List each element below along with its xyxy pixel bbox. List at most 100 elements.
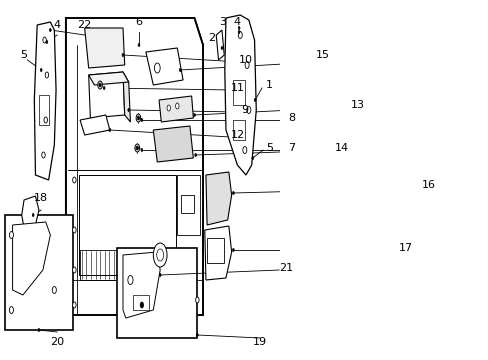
Circle shape bbox=[246, 107, 250, 113]
Polygon shape bbox=[123, 252, 160, 318]
Bar bbox=[79, 175, 176, 275]
Polygon shape bbox=[224, 15, 256, 175]
Circle shape bbox=[232, 192, 234, 194]
Circle shape bbox=[127, 275, 133, 284]
Circle shape bbox=[195, 297, 199, 303]
Circle shape bbox=[73, 267, 76, 273]
Circle shape bbox=[238, 27, 240, 30]
Polygon shape bbox=[88, 72, 128, 85]
Circle shape bbox=[141, 149, 142, 152]
Circle shape bbox=[38, 328, 40, 332]
Polygon shape bbox=[159, 96, 193, 122]
Bar bbox=[233, 120, 244, 140]
Circle shape bbox=[41, 152, 45, 158]
Text: 8: 8 bbox=[287, 113, 295, 123]
Circle shape bbox=[49, 28, 51, 32]
Text: 15: 15 bbox=[316, 50, 329, 60]
Circle shape bbox=[141, 118, 142, 122]
Bar bbox=[181, 195, 194, 213]
Polygon shape bbox=[88, 72, 124, 118]
Text: 5: 5 bbox=[20, 50, 27, 60]
Text: 4: 4 bbox=[54, 20, 61, 30]
Circle shape bbox=[46, 41, 48, 44]
Bar bbox=[206, 238, 224, 263]
Circle shape bbox=[251, 157, 253, 159]
Circle shape bbox=[52, 287, 56, 293]
Text: 13: 13 bbox=[350, 100, 364, 110]
Text: 21: 21 bbox=[278, 263, 292, 273]
Circle shape bbox=[45, 72, 48, 78]
Text: 10: 10 bbox=[239, 55, 252, 65]
Circle shape bbox=[32, 213, 34, 216]
Bar bbox=[132, 295, 148, 310]
Polygon shape bbox=[84, 28, 124, 68]
Text: 6: 6 bbox=[135, 17, 142, 27]
Text: 16: 16 bbox=[421, 180, 435, 190]
Circle shape bbox=[221, 46, 223, 50]
Circle shape bbox=[73, 302, 76, 308]
Circle shape bbox=[43, 37, 46, 43]
Bar bbox=[117, 248, 197, 338]
Text: 3: 3 bbox=[219, 17, 226, 27]
Circle shape bbox=[254, 99, 255, 102]
Polygon shape bbox=[80, 115, 110, 135]
Polygon shape bbox=[34, 22, 56, 180]
Circle shape bbox=[193, 113, 195, 117]
Circle shape bbox=[9, 231, 13, 239]
Text: 5: 5 bbox=[266, 143, 273, 153]
Circle shape bbox=[9, 306, 13, 314]
Circle shape bbox=[175, 103, 179, 109]
Text: 9: 9 bbox=[241, 105, 248, 115]
Circle shape bbox=[73, 227, 76, 233]
Polygon shape bbox=[66, 18, 203, 315]
Circle shape bbox=[109, 129, 110, 131]
Text: 20: 20 bbox=[50, 337, 64, 347]
Circle shape bbox=[140, 302, 143, 308]
Circle shape bbox=[40, 68, 42, 72]
Text: 18: 18 bbox=[34, 193, 48, 203]
Circle shape bbox=[135, 144, 139, 152]
Circle shape bbox=[127, 108, 129, 112]
Circle shape bbox=[167, 105, 170, 111]
Circle shape bbox=[238, 31, 240, 33]
Circle shape bbox=[243, 147, 246, 153]
Circle shape bbox=[138, 44, 140, 46]
Bar bbox=[4, 215, 73, 330]
Circle shape bbox=[122, 54, 123, 57]
Circle shape bbox=[98, 81, 102, 89]
Text: 2: 2 bbox=[208, 33, 215, 43]
Circle shape bbox=[232, 248, 234, 252]
Polygon shape bbox=[205, 172, 231, 225]
Circle shape bbox=[196, 333, 198, 337]
Circle shape bbox=[238, 32, 242, 39]
Circle shape bbox=[194, 153, 196, 157]
Circle shape bbox=[157, 249, 163, 261]
Text: 19: 19 bbox=[253, 337, 267, 347]
Circle shape bbox=[244, 62, 248, 68]
Text: 1: 1 bbox=[265, 80, 272, 90]
Polygon shape bbox=[204, 226, 231, 280]
Circle shape bbox=[154, 63, 160, 73]
Bar bbox=[177, 175, 200, 235]
Bar bbox=[233, 80, 244, 105]
Bar bbox=[80, 250, 117, 280]
Polygon shape bbox=[13, 222, 50, 295]
Circle shape bbox=[136, 114, 141, 122]
Polygon shape bbox=[145, 48, 183, 85]
Circle shape bbox=[44, 117, 47, 123]
Circle shape bbox=[103, 86, 105, 90]
Text: 17: 17 bbox=[398, 243, 412, 253]
Polygon shape bbox=[153, 126, 193, 162]
Text: 22: 22 bbox=[78, 20, 92, 30]
Circle shape bbox=[179, 68, 181, 72]
Circle shape bbox=[137, 116, 139, 120]
Text: 12: 12 bbox=[230, 130, 244, 140]
Circle shape bbox=[136, 146, 138, 150]
Polygon shape bbox=[216, 30, 224, 60]
Polygon shape bbox=[123, 72, 130, 122]
Circle shape bbox=[73, 177, 76, 183]
Text: 11: 11 bbox=[230, 83, 244, 93]
Circle shape bbox=[99, 83, 101, 87]
Text: 14: 14 bbox=[334, 143, 348, 153]
Polygon shape bbox=[21, 196, 39, 228]
